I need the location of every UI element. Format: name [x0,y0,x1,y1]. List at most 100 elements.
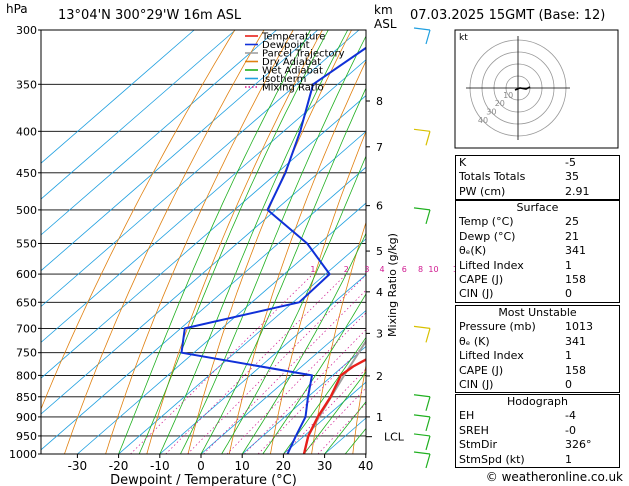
pressure-tick-label: 350 [16,78,37,91]
dry-adiabat-line [146,30,323,454]
wet-adiabat-line [138,30,329,454]
indices-table: K -5 Totals Totals 35 PW (cm) 2.91 [455,155,620,201]
isotherm-line [41,59,366,343]
isotherm-line [41,30,236,200]
temperature-profile [302,358,366,454]
x-axis-title: Dewpoint / Temperature (°C) [110,473,297,486]
copyright-footer: © weatheronline.co.uk [485,470,623,484]
dry-adiabat-line [41,30,236,411]
temperature-tick-label: -30 [68,459,88,473]
isotherm-line [118,238,366,454]
km-unit-label: km [374,3,393,17]
mixing-ratio-label: 1 [310,265,315,274]
legend-label-parcel-trajectory: Parcel Trajectory [262,49,345,60]
isotherm-line [41,30,319,272]
wind-barb-flag [413,414,431,418]
dry-adiabat-line [187,30,352,454]
km-tick-label: 7 [376,141,383,154]
wet-adiabat-line [262,293,366,454]
pressure-tick-label: 650 [16,296,37,309]
km-tick-label: 5 [376,245,383,258]
temperature-tick-label: 10 [235,459,250,473]
km-tick-label: 3 [376,327,383,340]
legend-label-dry-adiabat: Dry Adiabat [262,57,321,68]
mixing-ratio-label: 3 [364,265,369,274]
legend-label-isotherm: Isotherm [262,74,306,85]
km-tick-label: 1 [376,411,383,424]
mixing-ratio-line [130,273,314,454]
wind-barb-flag [413,433,431,437]
temperature-tick-label: 20 [276,459,291,473]
isotherm-line [41,130,366,415]
wind-barb-staff [425,416,431,432]
pressure-tick-label: 550 [16,237,37,250]
index-row-totals: Totals Totals 35 [459,170,579,184]
hodograph-ring-label: 10 [503,91,513,100]
dry-adiabat-line [311,221,366,454]
pressure-tick-label: 850 [16,391,37,404]
most-unstable-table: Most Unstable Pressure (mb) 1013 θₑ (K) 34… [455,305,620,394]
hodograph-table: Hodograph EH -4 SREH -0 StmDir 326° StmSpd … [455,394,620,468]
most-unstable-title: Most Unstable [498,306,577,319]
wet-adiabat-line [303,371,366,454]
wind-barb-staff [425,209,431,225]
pressure-tick-label: 450 [16,167,37,180]
pressure-tick-label: 950 [16,430,37,443]
km-tick-label: 4 [376,286,383,299]
dry-adiabat-line [64,30,265,454]
index-row-k: K -5 [459,156,576,169]
lcl-label: LCL [384,431,405,444]
temperature-tick-label: 40 [358,459,373,473]
wind-barb-flag [413,325,431,329]
dry-adiabat-line [228,60,366,454]
pressure-tick-label: 600 [16,268,37,281]
legend-label-mixing-ratio: Mixing Ratio [262,83,324,94]
axes: 3003504004505005506006507007508008509009… [9,24,405,486]
pressure-tick-label: 750 [16,347,37,360]
temperature-tick-label: -20 [109,459,129,473]
y-axis-title: Mixing Ratio (g/kg) [386,233,399,337]
wind-barb-flag [413,394,431,398]
mixing-ratio-line [187,274,366,454]
wet-adiabat-line [159,30,349,454]
hpa-unit-label: hPa [6,2,28,16]
wet-adiabat-line [180,35,366,454]
km-tick-label: 8 [376,95,383,108]
wind-barb-staff [425,396,431,411]
mixing-ratio-line [283,368,366,454]
hodograph-table-title: Hodograph [507,395,568,408]
wet-adiabat-line [221,155,366,454]
mixing-ratio-line [203,289,366,454]
pressure-tick-label: 900 [16,411,37,424]
dry-adiabat-line [105,30,294,454]
wind-barb-staff [425,131,431,146]
surface-title: Surface [516,201,559,214]
wind-barb-flag [413,27,431,31]
datetime-title: 07.03.2025 15GMT (Base: 12) [410,8,606,23]
km-tick-label: 2 [376,370,383,383]
hodograph-ring-label: 30 [486,108,496,117]
pressure-tick-label: 400 [16,125,37,138]
wind-barb-staff [425,435,431,451]
isotherm-line [41,30,195,164]
hodograph-ring-label: 40 [478,116,488,125]
pressure-tick-label: 700 [16,322,37,335]
isotherm-line [41,30,360,308]
wet-adiabat-line [200,87,366,454]
wind-barb-flag [413,207,431,211]
isotherm-line [283,381,366,454]
dry-adiabat-line [270,130,366,454]
hodograph-ring-label: 20 [495,99,505,108]
dry-adiabat-line [352,363,366,454]
hodograph-frame [454,29,619,149]
wind-barbs [413,27,431,469]
isotherm-line [41,166,366,451]
mixing-ratio-label: 10 [428,265,438,274]
isotherm-line [200,309,366,454]
hodograph-trace [514,86,531,91]
wind-barb-staff [425,453,431,469]
isotherm-line [41,30,277,236]
dewpoint-profile [180,46,366,454]
temperature-tick-label: 30 [317,459,332,473]
